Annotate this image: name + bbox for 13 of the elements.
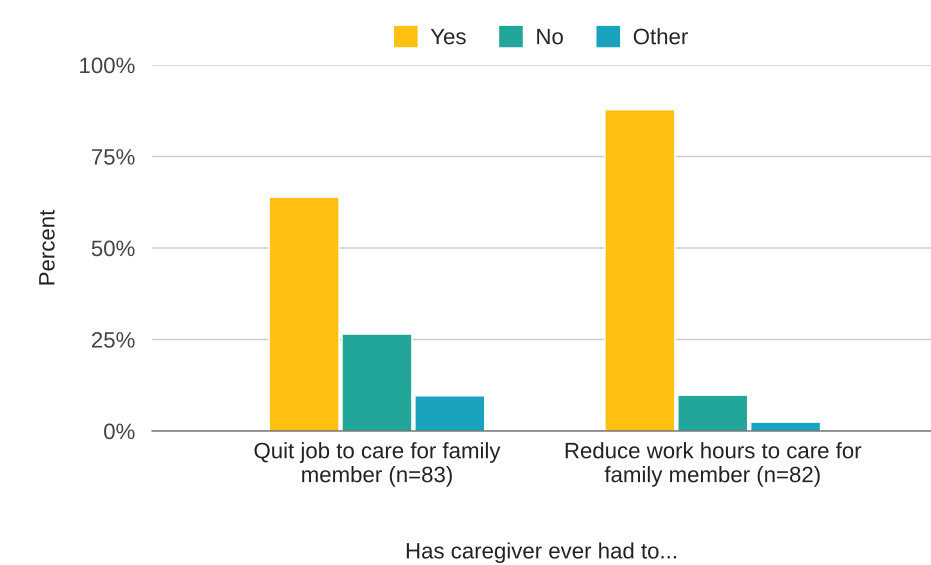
y-tick-label: 100% [80,58,135,74]
legend-label: No [537,28,563,44]
legend-label: Yes [430,28,466,44]
legend-label: Other [634,28,688,44]
x-axis-title: Has caregiver ever had to... [406,542,676,564]
y-tick-label: 50% [92,240,135,256]
x-tick-label: Quit job to care for family member (n=83) [254,442,500,487]
y-axis-title: Percent [39,210,55,284]
y-tick-label: 0% [104,424,135,440]
bar [268,196,340,431]
x-tick-label: Reduce work hours to care for family member (n=82) [566,442,862,487]
y-tick-label: 75% [92,149,135,165]
y-tick-label: 25% [92,332,135,348]
